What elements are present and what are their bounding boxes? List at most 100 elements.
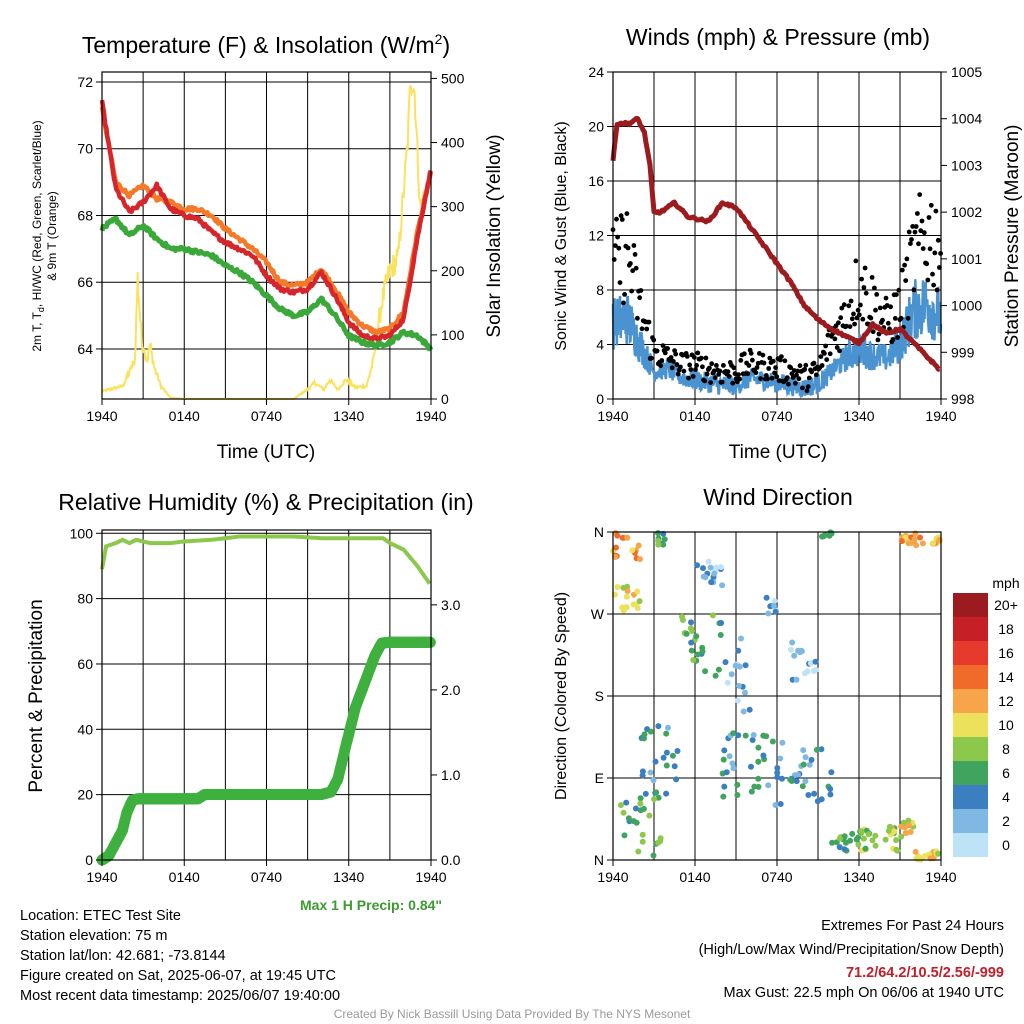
wind-direction-point <box>893 837 900 844</box>
gust-point <box>615 234 620 240</box>
wind-direction-point <box>813 666 819 673</box>
wind-direction-point <box>735 682 742 689</box>
legend-swatch <box>953 833 988 857</box>
gust-point <box>919 218 925 224</box>
extremes-values: 71.2/64.2/10.5/2.56/-999 <box>845 965 1004 981</box>
wind-direction-point <box>771 602 777 609</box>
gust-point <box>791 368 797 373</box>
wind-direction-point <box>623 604 630 611</box>
gust-point <box>921 230 927 236</box>
humidity-ylabel: Percent & Precipitation <box>26 599 47 792</box>
wind-direction-point <box>799 783 806 790</box>
gust-point <box>725 369 731 375</box>
wind-direction-point <box>700 565 706 572</box>
gust-point <box>933 208 939 214</box>
wind-direction-point <box>722 659 729 666</box>
wind-direction-point <box>709 612 716 619</box>
gust-point <box>920 246 926 252</box>
wind-direction-point <box>619 604 626 611</box>
winds-rtick-label: 1005 <box>951 64 982 80</box>
wind-direction-point <box>755 744 762 751</box>
wind-direction-point <box>872 842 879 849</box>
gust-point <box>693 367 698 372</box>
gust-point <box>719 379 725 385</box>
gust-point <box>823 343 828 349</box>
wind-direction-point <box>619 534 626 541</box>
wind-direction-point <box>746 706 753 713</box>
humidity-panel: Relative Humidity (%) & Precipitation (i… <box>26 489 474 885</box>
gust-point <box>628 261 633 266</box>
wind-direction-point <box>629 547 636 554</box>
wind-direction-point <box>637 795 644 802</box>
wind-direction-point <box>787 776 794 783</box>
wind-direction-point <box>760 752 767 759</box>
wind-direction-point <box>788 646 794 653</box>
gust-point <box>908 241 913 247</box>
humidity-xtick-label: 1940 <box>415 869 446 885</box>
gust-point <box>776 378 782 384</box>
wind-direction-point <box>935 850 942 857</box>
wind-direction-point <box>735 732 742 739</box>
gust-point <box>852 321 857 327</box>
wind-direction-point <box>689 628 696 634</box>
wind-direction-point <box>623 799 630 806</box>
wind-direction-point <box>718 564 725 571</box>
extremes-title: Extremes For Past 24 Hours <box>821 918 1004 934</box>
gust-point <box>925 277 931 283</box>
temperature-xtick-label: 1940 <box>415 408 446 424</box>
gust-point <box>698 355 704 361</box>
gust-point <box>913 224 919 229</box>
extremes-subtitle: (High/Low/Max Wind/Precipitation/Snow De… <box>698 942 1004 958</box>
wind-direction-point <box>930 540 937 547</box>
gust-point <box>678 364 683 370</box>
gust-point <box>712 375 718 381</box>
legend-swatch <box>953 641 988 665</box>
gust-point <box>618 213 624 219</box>
wind-direction-point <box>755 758 762 765</box>
wind-direction-point <box>650 852 657 859</box>
gust-point <box>849 316 855 322</box>
wind-direction-point <box>663 790 670 797</box>
wind-direction-point <box>742 662 749 669</box>
wind-direction-point <box>721 747 728 754</box>
gust-point <box>848 298 854 304</box>
gust-point <box>860 316 866 322</box>
temperature-xtick-label: 1340 <box>333 408 364 424</box>
gust-point <box>648 355 654 361</box>
winds-ytick-label: 20 <box>588 119 604 135</box>
wind-direction-point <box>655 530 661 537</box>
gust-point <box>770 358 776 364</box>
winds-ytick-label: 8 <box>596 282 604 298</box>
gust-point <box>646 319 652 325</box>
wind-direction-point <box>623 593 630 600</box>
legend-label: 20+ <box>994 597 1018 613</box>
gust-point <box>708 380 713 385</box>
humidity-rtick-label: 3.0 <box>441 597 461 613</box>
wind-direction-point <box>614 532 621 539</box>
gust-point <box>630 268 636 274</box>
wind-direction-point <box>772 608 779 615</box>
wind-direction-point <box>639 768 646 775</box>
wind-direction-point <box>718 620 725 626</box>
max-precip-label: Max 1 H Precip: 0.84" <box>300 897 443 913</box>
wind-direction-point <box>779 739 786 746</box>
wind-direction-point <box>828 769 835 776</box>
wind-direction-point <box>791 652 798 659</box>
gust-point <box>824 357 830 362</box>
gust-point <box>858 302 863 308</box>
wind-direction-point <box>855 841 862 848</box>
humidity-ytick-label: 20 <box>77 787 93 803</box>
gust-point <box>794 372 799 378</box>
winds-rtick-label: 1004 <box>951 111 982 127</box>
wind-direction-point <box>771 598 778 604</box>
gust-point <box>673 351 679 357</box>
legend-title: mph <box>992 575 1019 591</box>
winds-rtick-label: 1003 <box>951 157 982 173</box>
wind-direction-point <box>651 796 658 803</box>
wind-direction-point <box>655 839 662 846</box>
wind-direction-point <box>902 830 909 837</box>
gust-point <box>738 358 744 363</box>
gust-point <box>844 323 849 329</box>
wind-direction-point <box>655 794 662 801</box>
wind-direction-point <box>717 632 724 638</box>
